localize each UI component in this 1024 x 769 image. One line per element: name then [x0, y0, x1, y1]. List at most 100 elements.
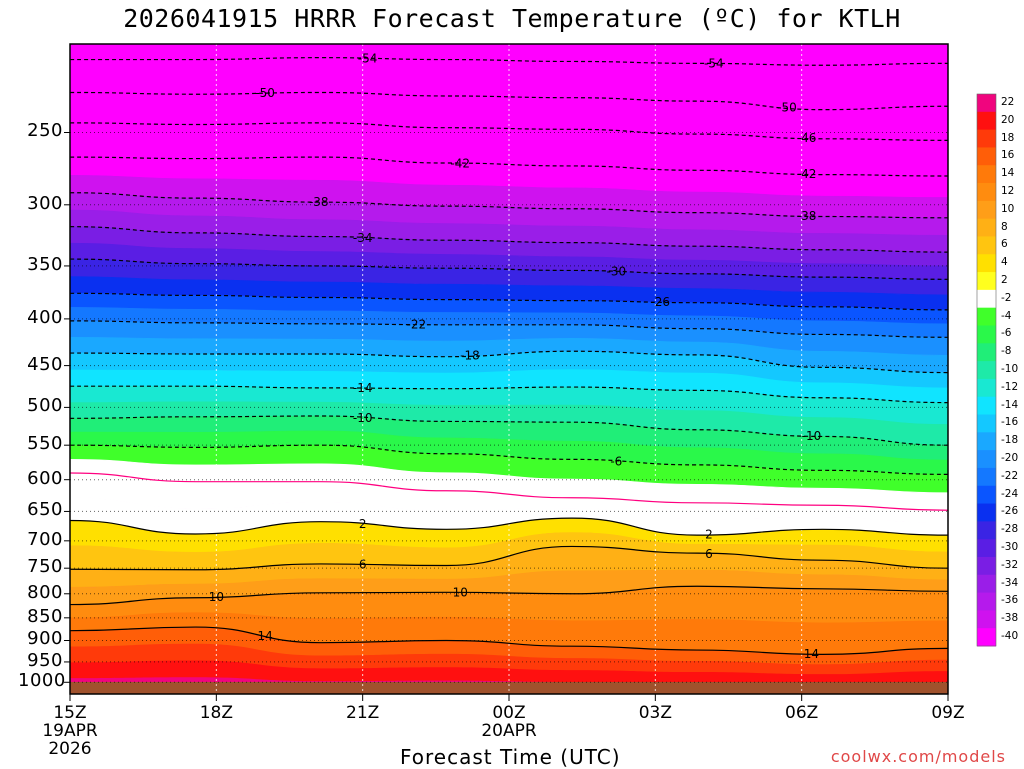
contour--30: -30 — [69, 258, 949, 280]
y-tick-label: 300 — [27, 192, 63, 214]
contour-label: -34 — [353, 231, 373, 245]
plot-frame — [64, 43, 949, 701]
colorbar-cell — [977, 307, 996, 326]
contour-14: 14 14 — [69, 626, 949, 661]
colorbar-cell — [977, 574, 996, 594]
y-tick-label: 800 — [27, 581, 63, 603]
colorbar-label: -8 — [1001, 345, 1012, 358]
contour-label: -26 — [650, 295, 670, 309]
colorbar-cell — [977, 539, 996, 558]
x-tick-label: 00Z 20APR — [481, 703, 537, 741]
contour--54: -54 -54 — [70, 51, 949, 71]
colorbar-cell — [977, 556, 996, 576]
colorbar-label: 2 — [1001, 273, 1008, 286]
colorbar-label: 20 — [1001, 113, 1015, 126]
colorbar-label: -18 — [1001, 434, 1019, 447]
colorbar-cell — [977, 414, 996, 433]
colorbar-label: 4 — [1001, 256, 1008, 269]
y-tick-label: 950 — [27, 649, 63, 671]
contour-line — [69, 350, 949, 374]
ground-strip — [70, 682, 948, 694]
colorbar-cell — [977, 432, 996, 451]
colorbar-label: -26 — [1001, 505, 1019, 518]
contour-line — [70, 385, 949, 404]
colorbar-label: -2 — [1001, 291, 1012, 304]
colorbar — [976, 93, 997, 647]
colorbar-label: -4 — [1001, 309, 1012, 322]
chart-title: 2026041915 HRRR Forecast Temperature (ºC… — [123, 4, 901, 33]
y-tick-label: 350 — [27, 253, 63, 275]
colorbar-cell — [977, 200, 996, 220]
contour-label: 14 — [257, 629, 272, 643]
y-tick-label: 1000 — [18, 670, 66, 692]
colorbar-label: -24 — [1001, 487, 1019, 500]
colorbar-label: -36 — [1001, 594, 1019, 607]
x-tick-label: 15Z 19APR 2026 — [42, 703, 98, 759]
colorbar-label: 12 — [1001, 184, 1015, 197]
y-tick-label: 600 — [27, 467, 63, 489]
contour-label: -30 — [607, 265, 627, 279]
contour-line — [69, 444, 949, 475]
colorbar-cell — [977, 361, 996, 380]
contour-label: -54 — [704, 57, 724, 71]
colorbar-label: 14 — [1001, 167, 1015, 180]
colorbar-cell — [977, 450, 996, 469]
contour-label: 2 — [359, 517, 367, 531]
contour-label: -38 — [797, 209, 817, 223]
colorbar-cell — [977, 485, 996, 505]
colorbar-cell — [977, 592, 996, 611]
colorbar-label: -20 — [1001, 452, 1019, 465]
colorbar-label: -28 — [1001, 523, 1019, 536]
contour-line — [69, 156, 949, 177]
colorbar-cell — [977, 503, 996, 522]
colorbar-label: -14 — [1001, 398, 1019, 411]
contour-10: 10 10 — [69, 585, 949, 606]
contour--26: -26 — [69, 292, 949, 311]
contour--46: -46 — [69, 122, 949, 145]
colorbar-label: -6 — [1001, 327, 1012, 340]
contour-label: -14 — [353, 381, 373, 395]
contour-label: -42 — [797, 167, 817, 181]
contour-line — [69, 585, 949, 606]
y-tick-label: 850 — [27, 605, 63, 627]
colorbar-cell — [977, 183, 996, 202]
contour-line — [69, 626, 949, 655]
colorbar-cell — [977, 236, 996, 255]
contour-label: -10 — [802, 429, 822, 443]
x-tick-label: 21Z — [346, 703, 380, 723]
colorbar-label: 8 — [1001, 220, 1008, 233]
colorbar-cell — [977, 396, 996, 416]
contour-line — [69, 415, 949, 446]
colorbar-label: 18 — [1001, 131, 1015, 144]
colorbar-label: -16 — [1001, 416, 1019, 429]
colorbar-cell — [977, 272, 996, 291]
x-tick-label: 18Z — [199, 703, 233, 723]
contour-line — [69, 122, 949, 141]
colorbar-label: 16 — [1001, 149, 1015, 162]
colorbar-cell — [977, 129, 996, 148]
colorbar-label: -12 — [1001, 380, 1019, 393]
colorbar-label: -10 — [1001, 363, 1019, 375]
credit-link[interactable]: coolwx.com/models — [830, 747, 1006, 766]
contour--38: -38 -38 — [69, 192, 949, 223]
y-tick-label: 550 — [27, 433, 63, 455]
colorbar-border — [976, 93, 997, 647]
contour-label: -10 — [353, 411, 373, 425]
y-tick-label: 750 — [27, 556, 63, 578]
contour--50: -50 -50 — [69, 86, 949, 114]
contour--42: -42 -42 — [69, 156, 949, 181]
contour-line — [70, 57, 949, 66]
colorbar-cell — [977, 165, 996, 184]
colorbar-cell — [977, 521, 996, 540]
contour-line — [69, 258, 949, 280]
colorbar-cell — [977, 467, 996, 487]
contour--14: -14 — [70, 381, 949, 404]
colorbar-label: -22 — [1001, 469, 1019, 482]
contour-label: 14 — [804, 647, 819, 661]
contour--10: -10 -10 — [69, 411, 949, 446]
contour-line — [69, 472, 949, 511]
colorbar-label: 10 — [1001, 202, 1015, 215]
colorbar-label: -34 — [1001, 576, 1019, 589]
contour--6: -6 — [69, 444, 949, 475]
contour--18: -18 — [69, 349, 949, 374]
